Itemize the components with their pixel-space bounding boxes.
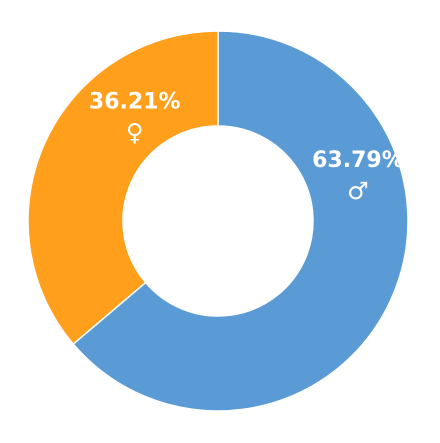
donut-slice-0 — [72, 30, 409, 412]
slice-label-0: 63.79% — [312, 148, 404, 173]
male-symbol-icon: ♂ — [347, 177, 369, 205]
donut-labels: 63.79% ♂ 36.21% ♀ — [89, 89, 404, 205]
donut-slice-1 — [27, 30, 219, 346]
donut-slices — [27, 30, 409, 412]
slice-label-1: 36.21% — [89, 89, 181, 114]
female-symbol-icon: ♀ — [126, 118, 144, 146]
